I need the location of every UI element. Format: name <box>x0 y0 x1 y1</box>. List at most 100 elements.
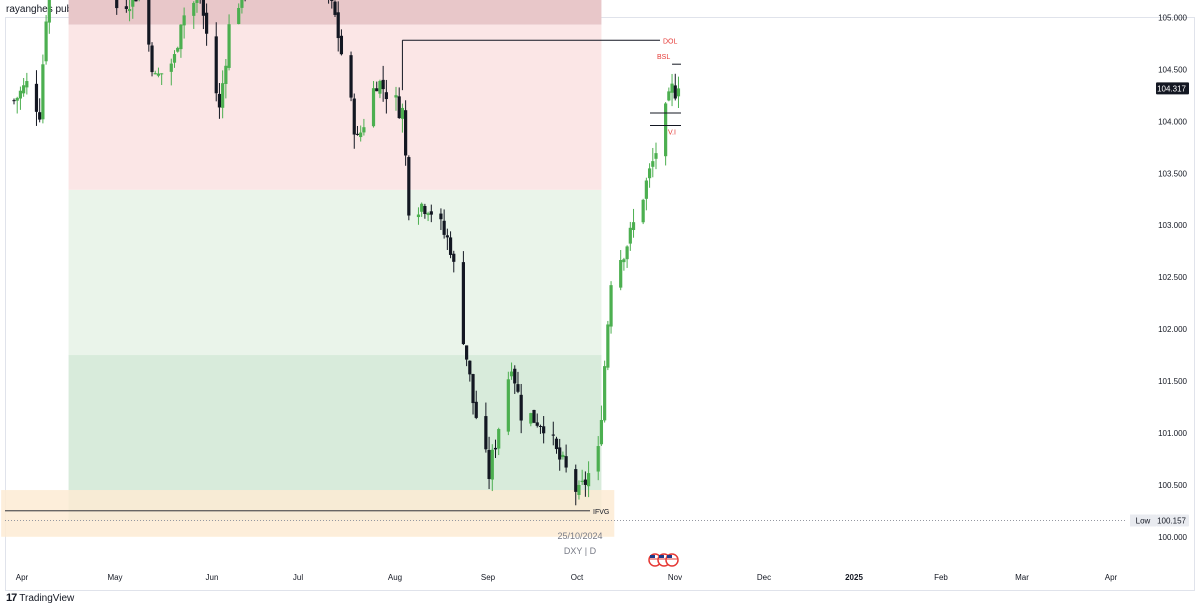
candle-body <box>150 45 154 73</box>
watermark-date: 25/10/2024 <box>557 531 602 541</box>
candle-body <box>38 112 42 120</box>
ifvg-label: IFVG <box>593 509 609 516</box>
candle-body <box>426 213 430 216</box>
candle-body <box>603 366 607 421</box>
price-tick-label: 104.500 <box>1158 65 1187 74</box>
candle-body <box>182 15 186 26</box>
time-tick-label: 2025 <box>845 573 863 582</box>
candle-body <box>468 360 472 375</box>
low-badge-label: Low <box>1136 516 1151 525</box>
vi-label: V.I <box>668 129 676 136</box>
candle-body <box>596 446 600 472</box>
candle-body <box>513 368 517 384</box>
candle-body <box>429 211 433 215</box>
candle-body <box>535 422 539 426</box>
candle-body <box>378 80 382 94</box>
time-tick-label: Apr <box>1105 573 1118 582</box>
price-tick-label: 104.000 <box>1158 117 1187 126</box>
price-tick-label: 103.500 <box>1158 169 1187 178</box>
candle-body <box>34 83 39 112</box>
price-tick-label: 102.500 <box>1158 273 1187 282</box>
candle-body <box>676 88 681 97</box>
candle-body <box>641 199 645 223</box>
candle-body <box>330 0 334 1</box>
candle-body <box>667 91 671 101</box>
candle-body <box>558 447 562 460</box>
candle-body <box>670 83 674 93</box>
candle-body <box>195 0 199 3</box>
time-axis[interactable]: Apr May Jun Jul Aug Sep Oct Nov Dec 2025 Feb Mar Apr <box>16 573 1118 582</box>
candle-body <box>349 55 353 98</box>
candle-body <box>506 379 510 432</box>
candle-body <box>339 35 344 55</box>
price-tick-label: 100.500 <box>1158 481 1187 490</box>
candle-body <box>471 374 475 404</box>
candle-body <box>22 85 26 94</box>
dol-label: DOL <box>663 38 678 45</box>
candle-body <box>664 103 668 157</box>
candle-body <box>625 246 629 260</box>
candle-body <box>423 205 427 214</box>
flag-canton <box>659 555 664 558</box>
tradingview-footer[interactable]: 17 TradingView <box>6 592 74 604</box>
time-tick-label: Feb <box>934 573 948 582</box>
candle-body <box>25 81 29 88</box>
high-low-dotted-lines <box>5 519 1125 521</box>
candle-body <box>375 88 379 92</box>
candle-body <box>179 24 183 50</box>
time-tick-label: Aug <box>388 573 402 582</box>
candle-body <box>397 96 401 119</box>
candle-body <box>561 454 565 458</box>
candle-body <box>147 0 151 45</box>
candle-body <box>538 425 543 427</box>
candle-body <box>564 456 568 468</box>
candle-body <box>497 429 501 449</box>
price-tick-label: 101.500 <box>1158 377 1187 386</box>
candle-body <box>41 64 45 120</box>
watermark: 25/10/2024 DXY | D <box>557 531 679 567</box>
candle-body <box>586 473 591 487</box>
candle-body <box>47 0 51 23</box>
candle-body <box>201 0 205 16</box>
candles-layer <box>12 0 681 506</box>
candle-body <box>172 54 177 63</box>
candle-body <box>583 479 587 485</box>
time-tick-label: Oct <box>571 573 584 582</box>
candle-body <box>609 285 613 327</box>
candle-body <box>333 1 337 15</box>
candle-body <box>519 394 523 421</box>
us-flag-icons <box>648 553 679 567</box>
candle-body <box>420 203 424 212</box>
candle-body <box>217 93 222 108</box>
candle-body <box>651 161 655 167</box>
time-tick-label: Jul <box>293 573 303 582</box>
price-tick-label: 105.000 <box>1158 13 1187 22</box>
candle-body <box>371 88 376 127</box>
candle-body <box>551 434 555 436</box>
candle-body <box>577 484 581 495</box>
candle-body <box>490 449 494 480</box>
candle-body <box>452 253 456 262</box>
price-axis[interactable]: 107.000106.500106.000105.500105.000104.5… <box>1130 0 1189 542</box>
candle-body <box>127 9 132 12</box>
candle-body <box>381 79 385 90</box>
price-tick-label: 102.000 <box>1158 325 1187 334</box>
candle-body <box>227 24 231 68</box>
candle-body <box>15 97 19 101</box>
tradingview-brand: TradingView <box>19 592 75 604</box>
zones-layer <box>1 0 615 537</box>
levels-layer: DOL BSL V.I IFVG <box>5 38 681 516</box>
candle-body <box>673 85 677 99</box>
candle-body <box>221 83 225 108</box>
time-tick-label: May <box>107 573 122 582</box>
candle-body <box>400 107 405 119</box>
candle-body <box>384 92 388 100</box>
candle-body <box>336 12 340 39</box>
candle-body <box>362 127 366 133</box>
candle-body <box>192 2 196 16</box>
candle-body <box>153 73 157 75</box>
time-tick-label: Nov <box>668 573 682 582</box>
price-tick-label: 103.000 <box>1158 221 1187 230</box>
candle-body <box>352 98 356 135</box>
